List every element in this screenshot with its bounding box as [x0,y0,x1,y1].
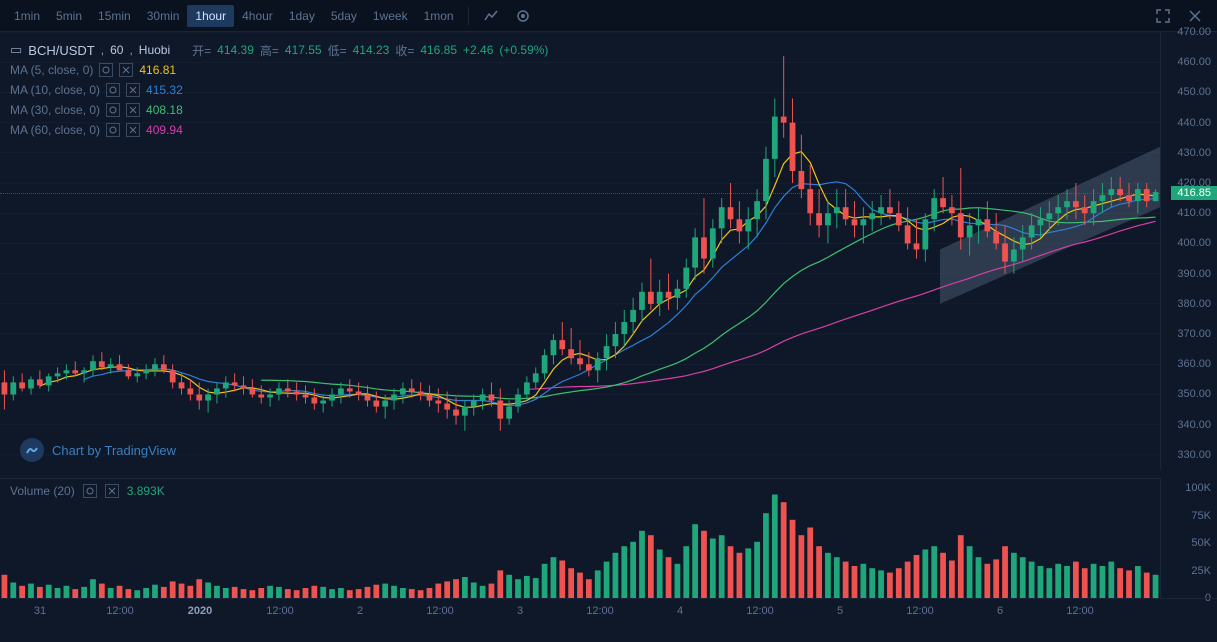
ma-label: MA (5, close, 0) [10,63,93,77]
price-axis[interactable]: 330.00 340.00 350.00 360.00 370.00 380.00 390.… [1160,32,1217,470]
change-pct: (+0.59%) [499,43,548,57]
price-tick: 410.00 [1177,207,1211,219]
ma-value: 408.18 [146,103,183,117]
time-tick: 6 [997,605,1003,617]
ma-label: MA (30, close, 0) [10,103,100,117]
ma-row: MA (10, close, 0) 415.32 [10,80,548,100]
ma-value: 409.94 [146,123,183,137]
time-tick: 2 [357,605,363,617]
timeframe-4hour[interactable]: 4hour [234,5,281,27]
open-value: 414.39 [217,43,254,57]
time-tick: 12:00 [426,605,454,617]
ma-label: MA (60, close, 0) [10,123,100,137]
ma-row: MA (30, close, 0) 408.18 [10,100,548,120]
time-tick: 12:00 [906,605,934,617]
price-tick: 370.00 [1177,328,1211,340]
ma-value: 415.32 [146,83,183,97]
symbol-row: ▭ BCH/USDT , 60 , Huobi 开=414.39 高=417.5… [10,40,548,60]
low-label: 低= [328,42,347,59]
ma-row: MA (60, close, 0) 409.94 [10,120,548,140]
eye-icon[interactable] [106,103,120,117]
timeframe-30min[interactable]: 30min [139,5,188,27]
close-icon[interactable] [1183,4,1207,28]
divider [468,7,469,25]
interval: 60 [110,43,123,57]
toolbar: 1min5min15min30min1hour4hour1day5day1wee… [0,0,1217,32]
ma-label: MA (10, close, 0) [10,83,100,97]
ma-row: MA (5, close, 0) 416.81 [10,60,548,80]
volume-tick: 50K [1191,537,1211,549]
legend: ▭ BCH/USDT , 60 , Huobi 开=414.39 高=417.5… [10,40,548,140]
eye-icon[interactable] [83,484,97,498]
current-price-badge: 416.85 [1171,186,1217,200]
time-tick: 12:00 [746,605,774,617]
time-tick: 4 [677,605,683,617]
time-tick: 5 [837,605,843,617]
price-tick: 390.00 [1177,268,1211,280]
symbol: BCH/USDT [28,43,94,58]
timeframe-5min[interactable]: 5min [48,5,90,27]
low-value: 414.23 [353,43,390,57]
volume-tick: 100K [1185,482,1211,494]
tradingview-logo-icon [20,438,44,462]
price-tick: 470.00 [1177,26,1211,38]
close-icon[interactable] [126,83,140,97]
price-tick: 340.00 [1177,419,1211,431]
price-tick: 350.00 [1177,388,1211,400]
volume-legend: Volume (20) 3.893K [10,484,165,498]
time-tick: 12:00 [1066,605,1094,617]
attribution: Chart by TradingView [20,438,176,462]
time-tick: 12:00 [266,605,294,617]
volume-chart[interactable] [0,478,1160,598]
timeframe-group: 1min5min15min30min1hour4hour1day5day1wee… [6,5,462,27]
ma-value: 416.81 [139,63,176,77]
eye-icon[interactable] [106,83,120,97]
price-tick: 330.00 [1177,449,1211,461]
timeframe-1mon[interactable]: 1mon [416,5,462,27]
volume-tick: 75K [1191,510,1211,522]
timeframe-1hour[interactable]: 1hour [187,5,234,27]
timeframe-15min[interactable]: 15min [90,5,139,27]
timeframe-5day[interactable]: 5day [323,5,365,27]
high-label: 高= [260,42,279,59]
price-tick: 460.00 [1177,56,1211,68]
volume-axis[interactable]: 025K50K75K100K [1160,478,1217,598]
settings-icon[interactable] [511,4,535,28]
price-tick: 440.00 [1177,117,1211,129]
price-tick: 360.00 [1177,358,1211,370]
change: +2.46 [463,43,493,57]
exchange: Huobi [139,43,170,57]
high-value: 417.55 [285,43,322,57]
close-icon[interactable] [126,103,140,117]
current-price-line [0,193,1160,194]
volume-label: Volume (20) [10,484,75,498]
volume-tick: 25K [1191,565,1211,577]
timeframe-1day[interactable]: 1day [281,5,323,27]
time-axis[interactable]: 31 12:00 2020 12:00 2 12:00 3 12:00 4 12:00 5 12:00… [0,598,1217,628]
volume-value: 3.893K [127,484,165,498]
price-tick: 430.00 [1177,147,1211,159]
attribution-text: Chart by TradingView [52,443,176,458]
price-tick: 400.00 [1177,237,1211,249]
time-tick: 3 [517,605,523,617]
close-value: 416.85 [420,43,457,57]
close-label: 收= [395,42,414,59]
close-icon[interactable] [105,484,119,498]
fullscreen-icon[interactable] [1151,4,1175,28]
time-tick: 12:00 [586,605,614,617]
close-icon[interactable] [126,123,140,137]
timeframe-1week[interactable]: 1week [365,5,416,27]
timeframe-1min[interactable]: 1min [6,5,48,27]
eye-icon[interactable] [99,63,113,77]
open-label: 开= [192,42,211,59]
time-tick: 12:00 [106,605,134,617]
indicator-icon[interactable] [479,4,503,28]
time-tick: 31 [34,605,46,617]
price-tick: 450.00 [1177,86,1211,98]
time-tick: 2020 [188,605,212,617]
price-tick: 380.00 [1177,298,1211,310]
close-icon[interactable] [119,63,133,77]
eye-icon[interactable] [106,123,120,137]
